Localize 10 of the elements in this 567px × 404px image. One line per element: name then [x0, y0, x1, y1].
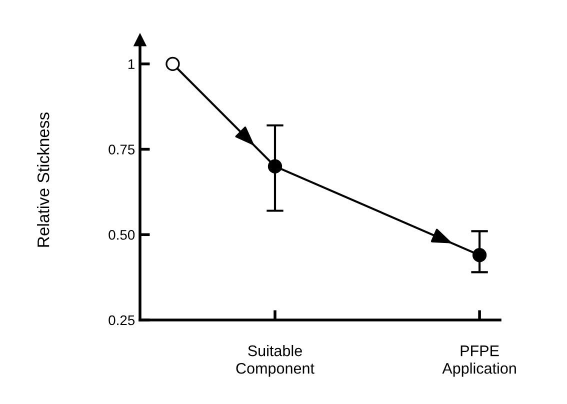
point — [268, 159, 282, 174]
y-axis-title: Relative Stickness — [37, 112, 50, 247]
point — [166, 56, 180, 71]
x-tick-label: PFPE Application — [442, 346, 516, 377]
y-tick-label: 0.50 — [108, 230, 135, 240]
y-tick-label: 1 — [128, 59, 134, 69]
x-tick-label: Suitable Component — [236, 345, 314, 377]
point — [472, 248, 487, 262]
y-tick-label: 0.75 — [108, 144, 135, 154]
y-tick-label: 0.25 — [108, 315, 135, 326]
